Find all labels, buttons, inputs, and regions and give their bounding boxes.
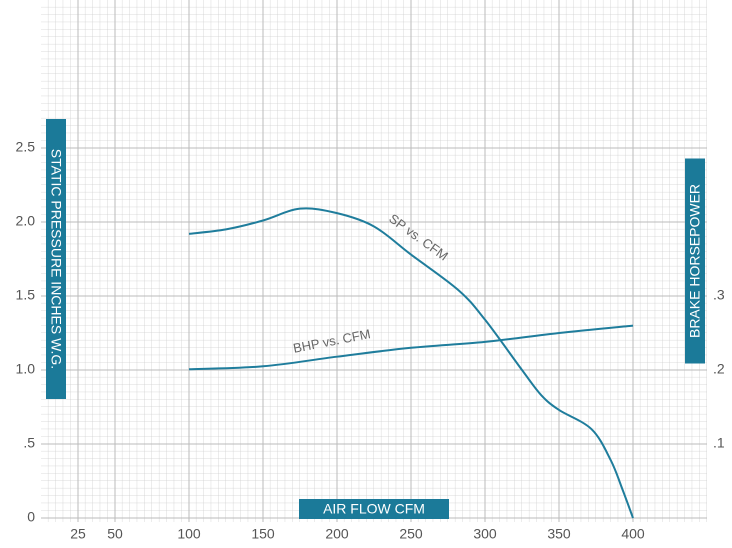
- y-tick-label: 1.0: [16, 361, 36, 377]
- x-tick-label: 100: [177, 526, 201, 542]
- y2-tick-label: .3: [713, 287, 725, 303]
- y-tick-label: 1.5: [16, 287, 36, 303]
- x-axis-label: AIR FLOW CFM: [323, 501, 425, 517]
- x-tick-label: 250: [399, 526, 423, 542]
- x-tick-label: 50: [107, 526, 123, 542]
- y-tick-label: 0: [27, 509, 35, 525]
- x-tick-label: 350: [547, 526, 571, 542]
- y-axis-label: STATIC PRESSURE INCHES W.G.: [48, 149, 64, 369]
- x-tick-label: 400: [621, 526, 645, 542]
- y-axis-label-group: STATIC PRESSURE INCHES W.G.: [46, 119, 66, 399]
- x-tick-label: 150: [251, 526, 275, 542]
- y2-axis-label-box: [685, 158, 705, 364]
- y2-tick-label: .2: [713, 361, 725, 377]
- y2-axis-label-group: BRAKE HORSEPOWER: [685, 158, 705, 364]
- y-tick-label: .5: [23, 435, 35, 451]
- data-line: [188, 324, 634, 371]
- x-tick-label: 200: [325, 526, 349, 542]
- y-tick-label: 2.0: [16, 213, 36, 229]
- y2-tick-label: .1: [713, 435, 725, 451]
- y-tick-label: 2.5: [16, 139, 36, 155]
- x-tick-label: 25: [70, 526, 86, 542]
- y2-axis-label: BRAKE HORSEPOWER: [687, 184, 703, 338]
- x-tick-label: 300: [473, 526, 497, 542]
- data-line: [188, 207, 634, 519]
- x-axis-label-group: AIR FLOW CFM: [299, 499, 449, 519]
- y-axis-label-box: [46, 119, 66, 399]
- x-axis-label-box: [299, 499, 449, 519]
